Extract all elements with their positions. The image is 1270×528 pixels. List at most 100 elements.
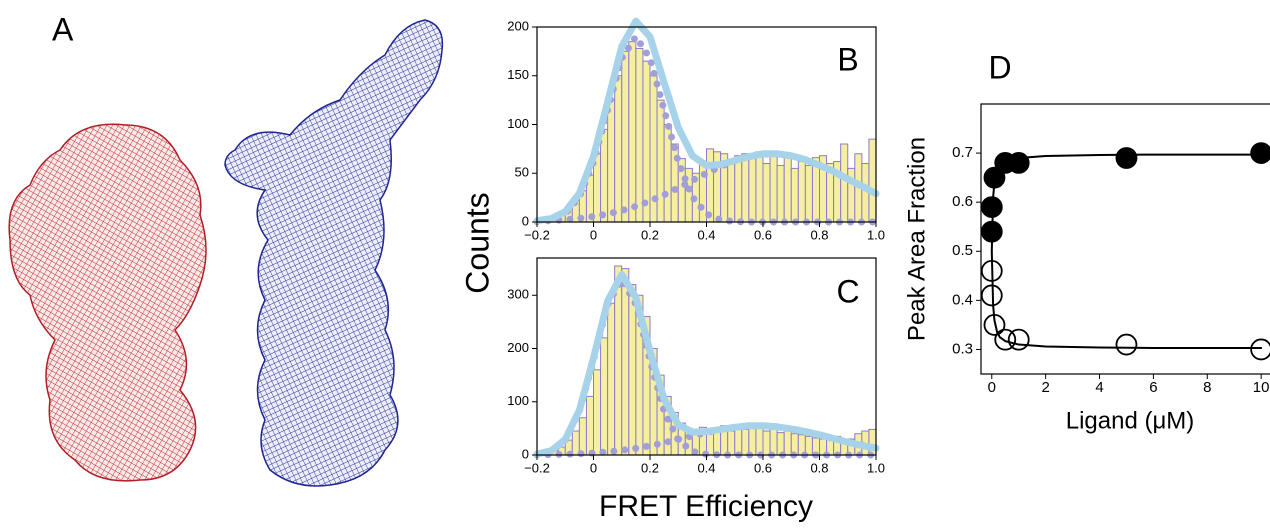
bar xyxy=(741,153,750,223)
bar xyxy=(607,99,616,223)
bar xyxy=(600,337,609,456)
y-tick-label: 300 xyxy=(507,287,529,302)
x-tick-label: 0.2 xyxy=(641,460,659,475)
point xyxy=(1115,333,1138,356)
y-tick-label: 0.5 xyxy=(952,242,973,259)
bar xyxy=(621,268,630,456)
x-tick-label: 6 xyxy=(1149,379,1157,396)
bar xyxy=(614,75,623,223)
bar xyxy=(762,163,771,223)
point xyxy=(994,328,1017,351)
fit-line xyxy=(990,250,1263,349)
fit-line xyxy=(533,17,880,225)
bar xyxy=(621,50,630,223)
point xyxy=(980,196,1003,218)
bar xyxy=(741,428,750,456)
point xyxy=(980,260,1003,282)
x-tick-label: 0.6 xyxy=(754,227,772,242)
point xyxy=(980,220,1003,243)
point xyxy=(1115,147,1138,169)
x-tick-label: 0.2 xyxy=(641,227,659,242)
plot-frame xyxy=(980,103,1270,375)
bar xyxy=(790,167,799,223)
y-tick-label: 200 xyxy=(507,18,529,33)
panel-label: B xyxy=(837,41,858,77)
panel-label: A xyxy=(52,11,74,47)
point xyxy=(1007,328,1030,351)
bar xyxy=(593,369,602,456)
bar xyxy=(840,143,849,223)
bar xyxy=(797,161,806,223)
y-tick-label: 200 xyxy=(507,340,529,355)
x-tick-label: −0.2 xyxy=(524,227,550,242)
x-tick-label: −0.2 xyxy=(524,460,550,475)
bar xyxy=(628,284,637,456)
fit-line xyxy=(533,271,880,458)
bar xyxy=(748,425,757,456)
bar xyxy=(755,427,764,456)
bar xyxy=(762,430,771,456)
y-tick-label: 0.7 xyxy=(952,144,973,161)
bar xyxy=(783,157,792,223)
x-tick-label: 0.4 xyxy=(697,460,715,475)
bar xyxy=(706,148,715,223)
y-tick-label: 0 xyxy=(522,213,529,228)
bar xyxy=(656,99,665,223)
x-axis-label: FRET Efficiency xyxy=(599,490,813,523)
panel-label: C xyxy=(836,273,859,309)
bar xyxy=(776,164,785,223)
bar xyxy=(783,430,792,456)
x-tick-label: 8 xyxy=(1203,379,1211,396)
bar xyxy=(734,155,743,223)
bar xyxy=(642,60,651,223)
bar xyxy=(748,158,757,223)
x-tick-label: 0.8 xyxy=(810,460,828,475)
bar xyxy=(868,138,877,223)
bar xyxy=(578,417,587,456)
y-tick-label: 100 xyxy=(507,116,529,131)
bar xyxy=(585,395,594,456)
bar xyxy=(727,161,736,223)
y-tick-label: 0 xyxy=(522,446,529,461)
y-tick-label: 0.3 xyxy=(952,340,973,357)
panel-label: D xyxy=(988,49,1011,85)
point xyxy=(980,284,1003,307)
x-axis-label: Ligand (μM) xyxy=(1066,407,1195,434)
x-tick-label: 10 xyxy=(1253,379,1270,396)
bar xyxy=(769,428,778,456)
y-axis-label: Counts xyxy=(459,192,495,293)
x-tick-label: 0 xyxy=(590,460,597,475)
x-tick-label: 0.4 xyxy=(697,227,715,242)
y-tick-label: 50 xyxy=(515,165,529,180)
bar xyxy=(755,151,764,223)
x-tick-label: 1.0 xyxy=(867,460,885,475)
x-tick-label: 2 xyxy=(1041,379,1049,396)
bar xyxy=(769,155,778,223)
x-tick-label: 1.0 xyxy=(867,227,885,242)
red-surface xyxy=(8,123,207,482)
bar xyxy=(635,47,644,223)
point xyxy=(1007,152,1030,174)
bar xyxy=(734,426,743,456)
x-tick-label: 0 xyxy=(590,227,597,242)
y-axis-label: Peak Area Fraction xyxy=(903,137,930,341)
fit-line xyxy=(990,153,1263,253)
blue-surface xyxy=(224,19,444,487)
y-tick-label: 0.4 xyxy=(952,291,973,308)
point xyxy=(983,166,1006,189)
bar xyxy=(727,430,736,456)
point xyxy=(983,314,1006,336)
bar xyxy=(804,164,813,223)
x-tick-label: 4 xyxy=(1095,379,1103,396)
x-tick-label: 0.8 xyxy=(810,227,828,242)
point xyxy=(1250,142,1270,164)
bar xyxy=(571,430,580,456)
y-tick-label: 100 xyxy=(507,393,529,408)
y-tick-label: 0.6 xyxy=(952,193,973,210)
point xyxy=(1250,338,1270,361)
x-tick-label: 0.6 xyxy=(754,460,772,475)
y-tick-label: 150 xyxy=(507,67,529,82)
bar xyxy=(628,41,637,223)
x-tick-label: 0 xyxy=(988,379,996,396)
